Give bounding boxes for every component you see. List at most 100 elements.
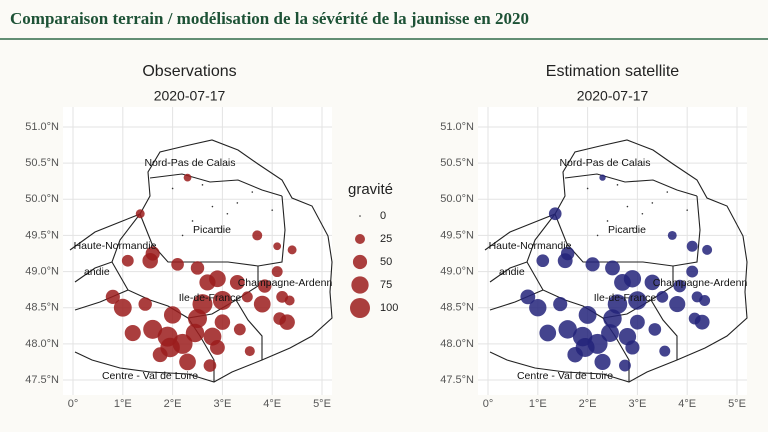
point	[124, 324, 141, 342]
point	[273, 242, 282, 251]
point	[686, 209, 688, 211]
point	[669, 296, 686, 313]
y-tick-label: 48.0°N	[25, 338, 59, 350]
point	[284, 295, 295, 306]
point	[236, 202, 239, 204]
point	[211, 205, 214, 208]
x-tick-label: 2°E	[164, 398, 182, 410]
point	[271, 209, 274, 211]
point	[656, 290, 669, 303]
point	[287, 245, 297, 255]
x-tick-label: 4°E	[263, 398, 281, 410]
point	[191, 220, 194, 222]
point	[619, 359, 631, 372]
region-label: Nord-Pas de Calais	[144, 157, 235, 169]
point	[138, 297, 152, 311]
point	[181, 234, 184, 237]
point	[601, 324, 619, 342]
point	[606, 220, 609, 222]
y-tick-label: 47.5°N	[440, 374, 474, 386]
point	[667, 230, 677, 240]
point	[616, 184, 619, 186]
point	[258, 279, 272, 293]
legend-label: 50	[380, 256, 392, 268]
region-label: Nord-Pas de Calais	[559, 157, 650, 169]
point	[229, 274, 245, 290]
region-label: Haute-Normandie	[489, 240, 572, 252]
point	[201, 184, 204, 186]
chart-subtitle: 2020-07-17	[577, 88, 649, 104]
region-label: andie	[499, 266, 525, 278]
x-tick-label: 0°	[68, 398, 79, 410]
point	[585, 257, 600, 272]
point	[607, 294, 628, 314]
y-tick-label: 50.0°N	[440, 193, 474, 205]
point	[702, 244, 713, 255]
y-tick-label: 47.5°N	[25, 374, 59, 386]
point	[251, 191, 254, 193]
point	[163, 306, 182, 324]
point	[631, 227, 634, 229]
region-label: Picardie	[608, 224, 646, 236]
point	[558, 320, 577, 339]
x-tick-label: 5°E	[728, 398, 746, 410]
point	[241, 291, 253, 303]
y-tick-label: 51.0°N	[25, 121, 59, 133]
x-tick-label: 3°E	[628, 398, 646, 410]
point	[214, 314, 231, 330]
y-tick-label: 50.5°N	[25, 157, 59, 169]
y-tick-label: 48.5°N	[25, 302, 59, 314]
point	[686, 265, 699, 278]
x-tick-label: 1°E	[114, 398, 132, 410]
legend-label: 25	[380, 233, 392, 245]
point	[666, 191, 669, 193]
x-tick-label: 1°E	[529, 398, 547, 410]
chart-title: Observations	[142, 63, 236, 80]
y-tick-label: 50.5°N	[440, 157, 474, 169]
point	[212, 290, 232, 310]
region-label: Ile-de-France	[594, 292, 657, 304]
point	[699, 295, 711, 306]
point	[651, 202, 654, 204]
point	[113, 298, 132, 317]
legend-symbol	[359, 215, 361, 217]
point	[536, 254, 550, 268]
point	[233, 323, 246, 336]
point	[641, 212, 644, 215]
point	[171, 187, 174, 190]
point	[271, 266, 283, 278]
x-tick-label: 2°E	[579, 398, 597, 410]
point	[586, 187, 589, 190]
point	[121, 254, 134, 267]
point	[143, 319, 163, 339]
point	[575, 337, 595, 357]
point	[190, 261, 205, 275]
legend-symbol	[351, 276, 369, 294]
region-label: Champagne-Ardenn	[238, 277, 333, 289]
point	[548, 207, 562, 221]
point	[605, 260, 620, 276]
legend-label: 75	[380, 279, 392, 291]
point	[599, 174, 606, 181]
point	[188, 309, 207, 329]
point	[199, 274, 216, 291]
legend-label: 100	[380, 302, 398, 314]
point	[273, 312, 286, 325]
region-label: Picardie	[193, 224, 231, 236]
point	[244, 346, 255, 357]
point	[625, 340, 640, 355]
y-tick-label: 49.0°N	[25, 265, 59, 277]
point	[626, 205, 629, 208]
point	[686, 240, 698, 252]
y-tick-label: 49.0°N	[440, 265, 474, 277]
region-label: Centre - Val de Loire	[102, 370, 198, 382]
legend-symbol	[352, 254, 368, 270]
x-tick-label: 5°E	[313, 398, 331, 410]
point	[252, 230, 263, 241]
point	[673, 279, 687, 293]
point	[520, 289, 536, 305]
x-tick-label: 3°E	[213, 398, 231, 410]
x-tick-label: 4°E	[678, 398, 696, 410]
point	[203, 359, 217, 372]
legend-title: gravité	[348, 181, 393, 198]
